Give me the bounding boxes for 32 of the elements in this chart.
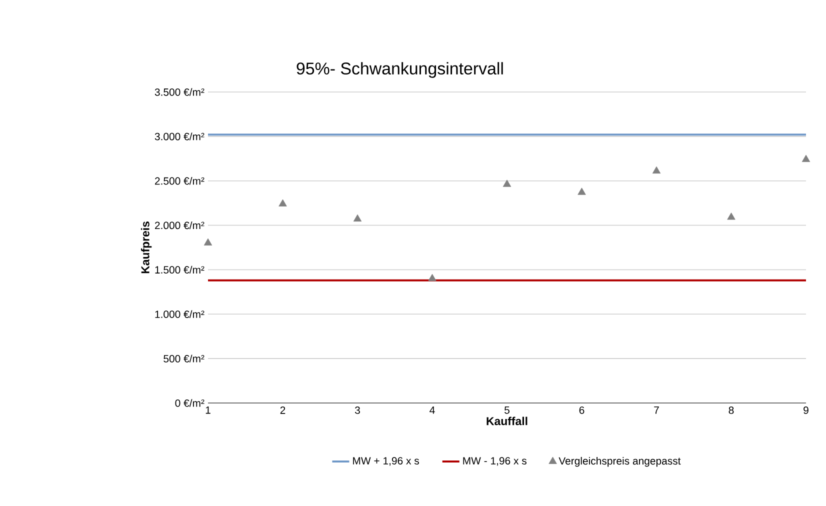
y-axis-title: Kaufpreis [140, 222, 152, 274]
y-tick-label: 500 €/m² [164, 354, 204, 362]
y-tick-label: 2.500 €/m² [155, 177, 204, 185]
y-tick-label: 3.000 €/m² [154, 132, 204, 140]
x-tick-label: 2 [280, 406, 286, 414]
y-tick-label: 0 €/m² [175, 399, 204, 407]
y-tick-label: 3.500 €/m² [154, 88, 204, 96]
x-tick-label: 7 [654, 406, 659, 414]
legend-label: MW - 1,96 x s [463, 457, 526, 466]
y-tick-label: 1.000 €/m² [155, 310, 204, 318]
point [802, 154, 810, 162]
legend-label: Vergleichspreis angepasst [558, 456, 681, 467]
point [278, 199, 287, 206]
x-tick-label: 5 [504, 406, 510, 414]
x-tick-label: 4 [430, 406, 435, 414]
x-tick-label: 8 [728, 406, 734, 414]
x-tick-label: 3 [354, 406, 360, 414]
point [502, 180, 512, 187]
x-tick-label: 1 [206, 406, 210, 414]
y-tick-label: 2.000 €/m² [155, 221, 204, 230]
legend-label: MW + 1,96 x s [353, 457, 419, 466]
point [652, 166, 661, 174]
point [578, 188, 586, 195]
x-tick-label: 9 [804, 406, 808, 414]
point [204, 238, 212, 246]
point [428, 274, 436, 282]
y-tick-label: 1.500 €/m² [155, 266, 204, 274]
point [727, 212, 736, 220]
x-tick-label: 6 [579, 406, 584, 414]
chart-title: 95%- Schwankungsintervall [296, 62, 503, 78]
x-axis-title: Kauffall [486, 416, 528, 426]
point [353, 214, 362, 222]
